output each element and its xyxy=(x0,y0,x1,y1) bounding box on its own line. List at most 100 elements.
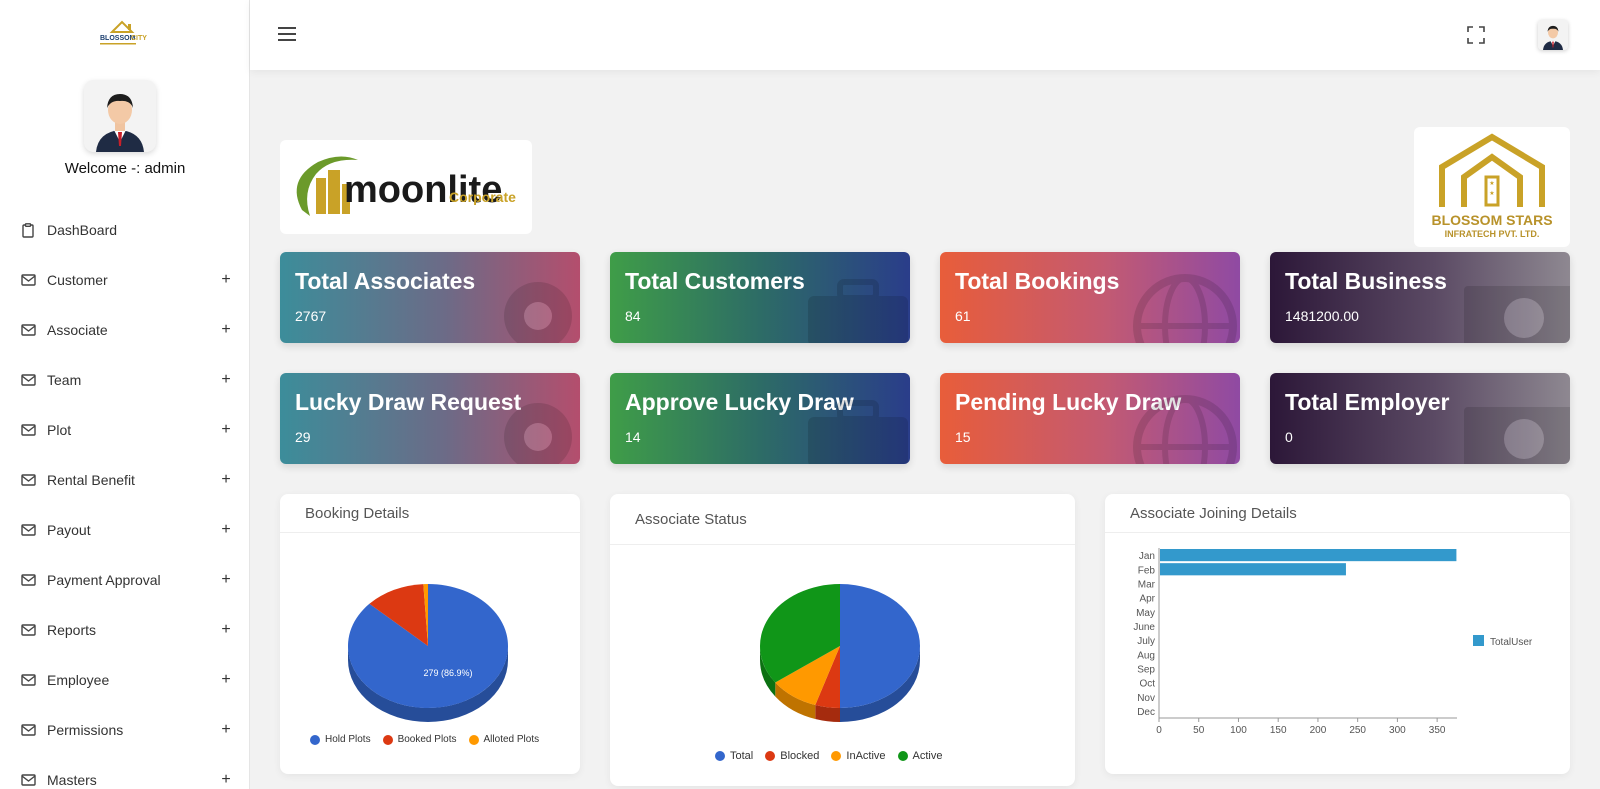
legend-swatch xyxy=(1473,635,1484,646)
sidebar-item-customer[interactable]: Customer + xyxy=(0,255,250,305)
sidebar-item-label: Team xyxy=(47,372,82,388)
expand-plus-icon[interactable]: + xyxy=(221,571,231,588)
legend-dot xyxy=(765,751,776,761)
bar-feb[interactable] xyxy=(1160,563,1346,576)
sidebar-item-associate[interactable]: Associate + xyxy=(0,305,250,355)
brand-logo[interactable]: BLOSSOM CITY xyxy=(98,18,152,48)
hamburger-menu-icon[interactable] xyxy=(278,27,296,41)
moonlite-subtitle: Corporate xyxy=(449,189,516,205)
sidebar-item-label: Customer xyxy=(47,272,108,288)
sidebar-item-label: Employee xyxy=(47,672,110,688)
expand-plus-icon[interactable]: + xyxy=(221,521,231,538)
clipboard-icon xyxy=(20,222,36,238)
legend-dot xyxy=(310,734,320,745)
sidebar-menu: DashBoard Customer + Associate + Team + Plot + Re… xyxy=(0,205,250,789)
card-total-associates[interactable]: Total Associates 2767 xyxy=(280,252,580,343)
expand-plus-icon[interactable]: + xyxy=(221,721,231,738)
user-avatar[interactable] xyxy=(84,80,156,152)
legend-label: Booked Plots xyxy=(397,734,457,745)
panel-title: Booking Details xyxy=(305,505,410,522)
legend-item[interactable]: InActive xyxy=(831,750,886,762)
sidebar-item-reports[interactable]: Reports + xyxy=(0,605,250,655)
status-legend: Total Blocked InActive Active xyxy=(715,750,955,762)
gear-icon xyxy=(504,282,572,343)
mail-icon xyxy=(20,572,36,588)
sidebar-item-dashboard[interactable]: DashBoard xyxy=(0,205,250,255)
pie-slice-total[interactable] xyxy=(840,584,920,708)
expand-plus-icon[interactable]: + xyxy=(221,421,231,438)
card-title: Total Customers xyxy=(625,268,805,294)
mail-icon xyxy=(20,472,36,488)
expand-plus-icon[interactable]: + xyxy=(221,671,231,688)
sidebar-item-masters[interactable]: Masters + xyxy=(0,755,250,789)
sidebar-item-employee[interactable]: Employee + xyxy=(0,655,250,705)
x-tick-label: 300 xyxy=(1389,725,1406,736)
pie-slice-active[interactable] xyxy=(760,584,840,683)
expand-plus-icon[interactable]: + xyxy=(221,771,231,788)
expand-plus-icon[interactable]: + xyxy=(221,371,231,388)
globe-icon xyxy=(1133,395,1237,464)
pie-slice-inactive[interactable] xyxy=(775,646,840,705)
pie-slice-side xyxy=(840,646,920,722)
y-tick-label: Nov xyxy=(1137,693,1155,704)
profile-avatar[interactable] xyxy=(1538,20,1568,50)
associate-joining-panel: Associate Joining Details Jan Feb Mar Apr Ma… xyxy=(1105,494,1570,774)
card-total-business[interactable]: Total Business 1481200.00 xyxy=(1270,252,1570,343)
legend-item[interactable]: Booked Plots xyxy=(382,734,457,745)
legend-item[interactable]: Blocked xyxy=(765,750,819,762)
expand-plus-icon[interactable]: + xyxy=(221,471,231,488)
card-total-customers[interactable]: Total Customers 84 xyxy=(610,252,910,343)
sidebar-item-team[interactable]: Team + xyxy=(0,355,250,405)
legend-item[interactable]: Total xyxy=(715,750,753,762)
sidebar-item-label: DashBoard xyxy=(47,222,118,238)
booking-legend: Hold Plots Booked Plots Alloted Plots xyxy=(310,734,551,745)
legend-label: Hold Plots xyxy=(325,734,371,745)
fullscreen-icon[interactable] xyxy=(1467,26,1485,44)
y-tick-label: Sep xyxy=(1137,664,1155,675)
pie-slice-booked-plots[interactable] xyxy=(369,584,428,646)
legend-item[interactable]: Alloted Plots xyxy=(468,734,539,745)
mail-icon xyxy=(20,422,36,438)
card-title: Total Associates xyxy=(295,268,476,294)
sidebar-item-label: Plot xyxy=(47,422,72,438)
expand-plus-icon[interactable]: + xyxy=(221,321,231,338)
blossom-stars-logo: ★ ★ BLOSSOM STARS INFRATECH PVT. LTD. xyxy=(1414,127,1570,247)
x-tick-label: 50 xyxy=(1193,725,1205,736)
card-value: 2767 xyxy=(295,308,327,324)
card-lucky-draw-request[interactable]: Lucky Draw Request 29 xyxy=(280,373,580,464)
card-total-bookings[interactable]: Total Bookings 61 xyxy=(940,252,1240,343)
briefcase-icon xyxy=(808,279,908,343)
moonlite-logo: moonlite Corporate xyxy=(280,140,532,234)
sidebar-item-permissions[interactable]: Permissions + xyxy=(0,705,250,755)
legend-dot xyxy=(468,734,479,745)
welcome-text: Welcome -: admin xyxy=(64,160,186,177)
card-pending-lucky-draw[interactable]: Pending Lucky Draw 15 xyxy=(940,373,1240,464)
sidebar-item-payment-approval[interactable]: Payment Approval + xyxy=(0,555,250,605)
expand-plus-icon[interactable]: + xyxy=(221,621,231,638)
card-approve-lucky-draw[interactable]: Approve Lucky Draw 14 xyxy=(610,373,910,464)
legend-item[interactable]: Hold Plots xyxy=(310,734,371,745)
banknote-icon xyxy=(1464,407,1570,464)
banknote-icon xyxy=(1464,286,1570,343)
legend-label: TotalUser xyxy=(1490,637,1533,648)
pie-slice-side xyxy=(348,646,508,722)
y-tick-label: Oct xyxy=(1139,679,1155,690)
sidebar-item-rental-benefit[interactable]: Rental Benefit + xyxy=(0,455,250,505)
legend-item[interactable]: Active xyxy=(897,750,943,762)
bar-jan[interactable] xyxy=(1160,549,1457,562)
pie-slice-side xyxy=(775,682,816,719)
card-value: 84 xyxy=(625,308,641,324)
expand-plus-icon[interactable]: + xyxy=(221,271,231,288)
x-tick-label: 250 xyxy=(1349,725,1366,736)
sidebar-item-payout[interactable]: Payout + xyxy=(0,505,250,555)
pie-slice-blocked[interactable] xyxy=(815,646,840,708)
pie-slice-alloted-plots[interactable] xyxy=(423,584,428,646)
pie-data-label: 279 (86.9%) xyxy=(423,668,472,678)
pie-slice-side xyxy=(815,704,840,722)
sidebar-item-plot[interactable]: Plot + xyxy=(0,405,250,455)
card-total-employer[interactable]: Total Employer 0 xyxy=(1270,373,1570,464)
mail-icon xyxy=(20,622,36,638)
topbar xyxy=(250,0,1600,70)
mail-icon xyxy=(20,722,36,738)
card-title: Pending Lucky Draw xyxy=(955,389,1182,415)
